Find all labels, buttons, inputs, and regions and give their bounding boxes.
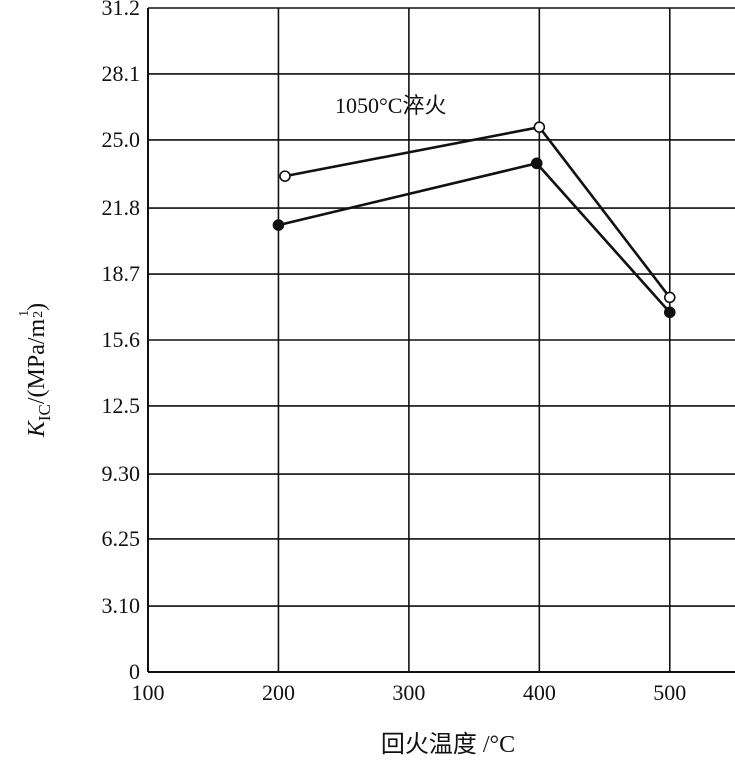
y-label-exp-den: 2 xyxy=(31,311,46,318)
x-tick-label: 100 xyxy=(132,680,165,705)
y-tick-label: 25.0 xyxy=(102,127,141,152)
y-tick-label: 15.6 xyxy=(102,327,141,352)
filled-point xyxy=(663,306,676,319)
annotation-label: 1050°C淬火 xyxy=(335,93,446,118)
y-axis-label: KIC/(MPa/m12) xyxy=(17,303,54,438)
y-tick-label: 12.5 xyxy=(102,393,141,418)
x-axis-label: 回火温度 /°C xyxy=(381,731,515,758)
grid xyxy=(147,7,735,673)
y-tick-label: 31.2 xyxy=(102,0,141,20)
open-point xyxy=(533,121,546,133)
series-group xyxy=(272,121,676,319)
y-tick-labels: 0 3.10 6.25 9.30 12.5 15.6 18.7 21.8 25.0 28.1 31.… xyxy=(102,0,141,684)
y-tick-label: 3.10 xyxy=(102,593,141,618)
y-tick-label: 6.25 xyxy=(102,526,141,551)
series-line-2 xyxy=(278,161,671,314)
filled-point xyxy=(530,157,543,170)
y-tick-label: 28.1 xyxy=(102,61,141,86)
open-point xyxy=(663,291,676,304)
x-tick-label: 200 xyxy=(262,680,295,705)
y-tick-label: 0 xyxy=(129,659,140,684)
x-tick-label: 300 xyxy=(392,680,425,705)
y-label-rest: /(MPa/m xyxy=(24,318,50,404)
y-label-k: K xyxy=(24,419,50,438)
y-label-exp-num: 1 xyxy=(17,310,32,317)
y-tick-label: 21.8 xyxy=(102,195,141,220)
x-tick-label: 400 xyxy=(523,680,556,705)
y-label-sub: IC xyxy=(35,404,54,421)
y-tick-label: 9.30 xyxy=(102,461,141,486)
svg-text:KIC/(MPa/m12): KIC/(MPa/m12) xyxy=(17,303,54,438)
filled-point xyxy=(272,219,285,231)
x-tick-label: 500 xyxy=(653,680,686,705)
x-tick-labels: 100 200 300 400 500 xyxy=(132,680,687,705)
y-label-close: ) xyxy=(24,303,50,311)
series-line-1 xyxy=(284,125,671,299)
y-tick-label: 18.7 xyxy=(102,261,141,286)
open-point xyxy=(279,170,291,182)
